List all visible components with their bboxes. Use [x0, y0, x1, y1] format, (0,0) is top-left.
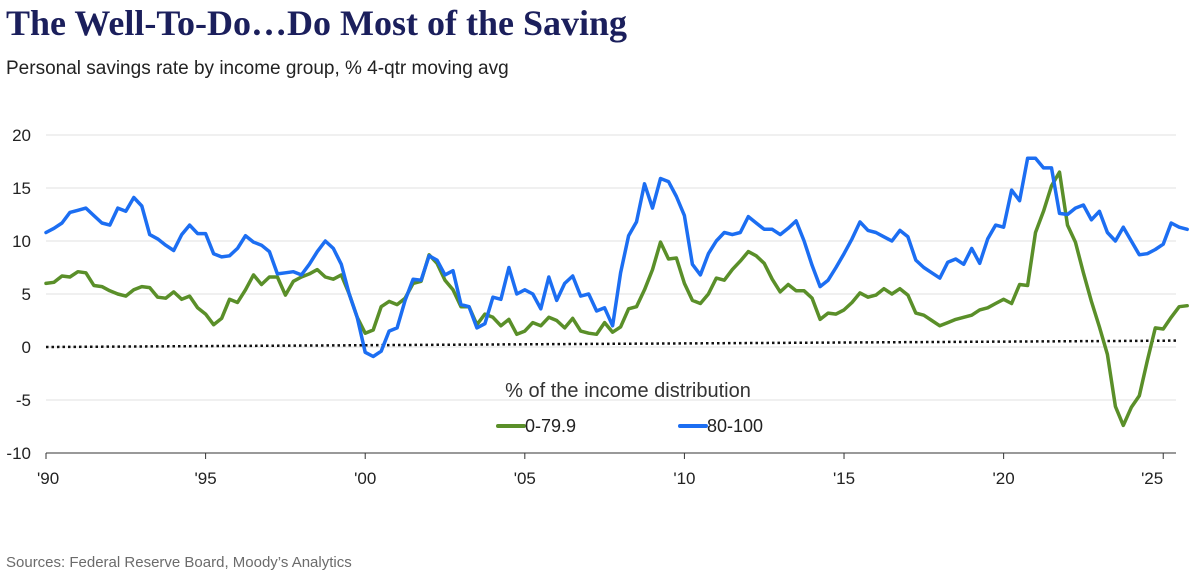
x-tick-label: '05: [514, 469, 536, 488]
x-tick-label: '20: [993, 469, 1015, 488]
x-tick-label: '25: [1141, 469, 1163, 488]
y-axis-ticks: 20 15 10 5 0 -5 -10: [6, 126, 31, 463]
line-chart: 20 15 10 5 0 -5 -10 '90 '95 '00 '05 '10 '15 '20 '25 %…: [6, 126, 1189, 488]
chart-title: The Well-To-Do…Do Most of the Saving: [6, 3, 628, 43]
y-tick-label: 20: [12, 126, 31, 145]
y-tick-label: 15: [12, 179, 31, 198]
series-lines: [44, 156, 1189, 428]
legend: % of the income distribution 0-79.9 80-10…: [496, 380, 763, 436]
x-axis-ticks: '90 '95 '00 '05 '10 '15 '20 '25: [37, 453, 1164, 488]
zero-reference-line: [45, 339, 1177, 349]
legend-entries: 0-79.9 80-100: [496, 416, 763, 436]
series-line-top-20: [44, 156, 1189, 359]
y-tick-label: 0: [22, 338, 31, 357]
x-tick-label: '10: [673, 469, 695, 488]
source-note: Sources: Federal Reserve Board, Moody’s …: [6, 554, 352, 571]
x-tick-label: '95: [195, 469, 217, 488]
gridlines: [46, 134, 1176, 401]
chart-subtitle: Personal savings rate by income group, %…: [6, 58, 509, 79]
legend-label: 80-100: [707, 416, 763, 436]
series-line-bottom-80: [44, 170, 1189, 428]
legend-title: % of the income distribution: [505, 380, 751, 402]
y-tick-label: -10: [6, 444, 31, 463]
y-tick-label: -5: [16, 391, 31, 410]
x-tick-label: '00: [354, 469, 376, 488]
x-tick-label: '15: [833, 469, 855, 488]
y-tick-label: 5: [22, 285, 31, 304]
x-tick-label: '90: [37, 469, 59, 488]
legend-label: 0-79.9: [525, 416, 576, 436]
y-tick-label: 10: [12, 232, 31, 251]
